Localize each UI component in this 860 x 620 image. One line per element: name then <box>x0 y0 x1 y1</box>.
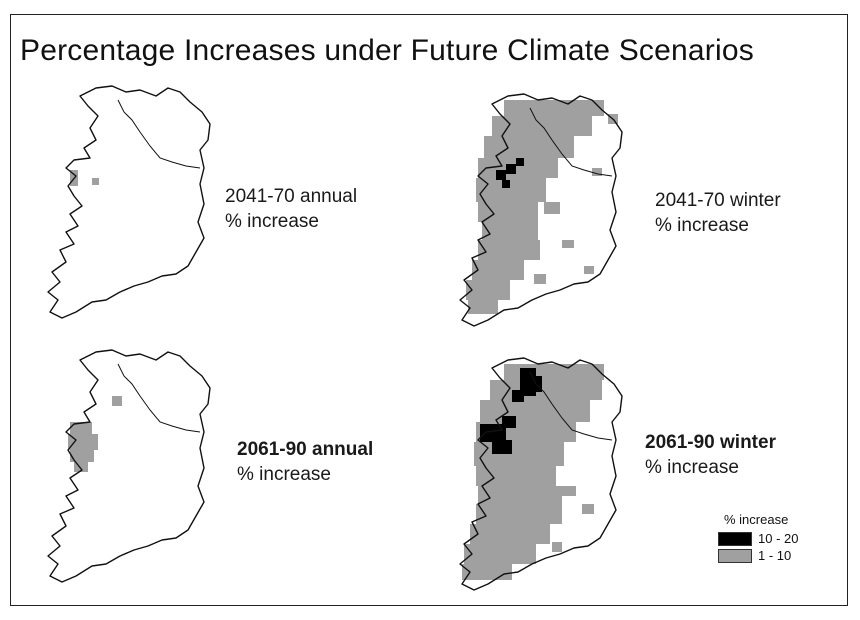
legend-item-high: 10 - 20 <box>718 530 798 547</box>
legend-label-low: 1 - 10 <box>758 548 792 563</box>
map-2061-90-winter <box>459 357 623 591</box>
map-2041-70-winter <box>459 93 623 327</box>
figure-frame <box>10 14 848 606</box>
legend-title: % increase <box>724 512 789 527</box>
legend: % increase 10 - 20 1 - 10 <box>718 512 798 564</box>
panel-label-2041-70-winter: 2041-70 winter % increase <box>655 190 781 236</box>
panel-label-2061-90-winter: 2061-90 winter % increase <box>645 432 776 478</box>
panel-label-2041-70-annual: 2041-70 annual % increase <box>225 186 358 232</box>
legend-label-high: 10 - 20 <box>758 531 799 546</box>
legend-swatch-low <box>718 548 752 563</box>
panel-label-2061-90-annual: 2061-90 annual % increase <box>237 439 374 485</box>
map-2061-90-annual <box>47 349 211 583</box>
black-cells <box>496 158 524 188</box>
map-2041-70-annual <box>47 85 211 319</box>
grey-cells <box>462 364 604 580</box>
legend-item-low: 1 - 10 <box>718 547 798 564</box>
figure-title: Percentage Increases under Future Climat… <box>20 34 754 67</box>
legend-swatch-high <box>718 531 752 546</box>
grey-cells <box>68 396 122 472</box>
